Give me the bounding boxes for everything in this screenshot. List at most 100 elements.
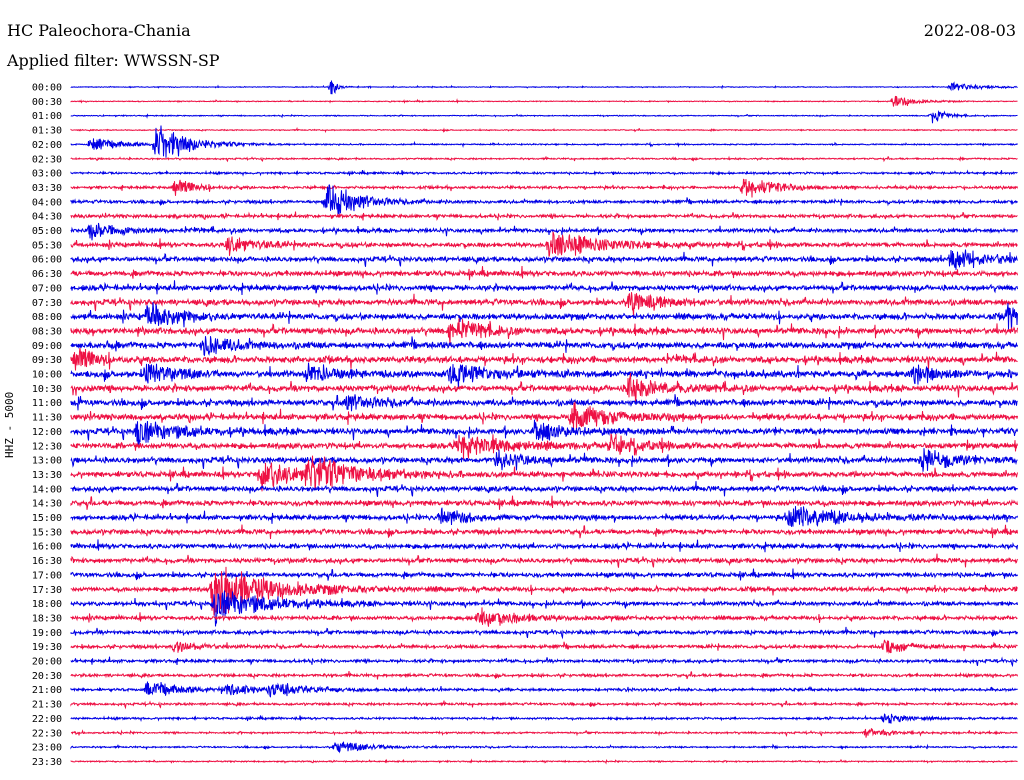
trace-row bbox=[70, 568, 1018, 581]
trace-row bbox=[70, 178, 1018, 198]
row-time-label: 21:00 bbox=[32, 685, 62, 696]
trace-row bbox=[70, 362, 1018, 389]
trace-row bbox=[70, 455, 1018, 492]
row-time-label: 03:00 bbox=[32, 169, 62, 180]
row-time-label: 06:30 bbox=[32, 269, 62, 280]
trace-row bbox=[70, 433, 1018, 460]
row-time-label: 08:30 bbox=[32, 326, 62, 337]
row-time-label: 04:30 bbox=[32, 212, 62, 223]
trace-row bbox=[70, 292, 1018, 317]
date-label: 2022-08-03 bbox=[923, 21, 1016, 40]
trace-row bbox=[70, 280, 1018, 296]
trace-row bbox=[70, 607, 1018, 627]
row-time-label: 18:30 bbox=[32, 613, 62, 624]
row-time-label: 14:00 bbox=[32, 484, 62, 495]
row-time-label: 22:30 bbox=[32, 728, 62, 739]
trace-row bbox=[71, 728, 1018, 738]
row-time-label: 02:30 bbox=[32, 154, 62, 165]
trace-row bbox=[70, 671, 1018, 680]
trace-row bbox=[70, 318, 1018, 346]
row-time-label: 11:30 bbox=[32, 413, 62, 424]
row-time-label: 09:00 bbox=[32, 341, 62, 352]
row-time-label: 15:00 bbox=[32, 513, 62, 524]
trace-row bbox=[70, 80, 1018, 95]
trace-row bbox=[70, 700, 1018, 710]
trace-row bbox=[70, 741, 1018, 754]
trace-row bbox=[70, 169, 1018, 177]
row-time-label: 00:00 bbox=[32, 83, 62, 94]
row-time-label: 16:30 bbox=[32, 556, 62, 567]
trace-row bbox=[70, 506, 1018, 528]
row-time-label: 12:00 bbox=[32, 427, 62, 438]
trace-row bbox=[70, 231, 1018, 257]
row-time-label: 09:30 bbox=[32, 355, 62, 366]
trace-row bbox=[70, 125, 1018, 158]
trace-row bbox=[70, 184, 1018, 217]
trace-row bbox=[70, 524, 1018, 540]
row-time-label: 05:00 bbox=[32, 226, 62, 237]
row-time-label: 13:30 bbox=[32, 470, 62, 481]
trace-row bbox=[70, 211, 1018, 222]
row-time-label: 03:30 bbox=[32, 183, 62, 194]
trace-row bbox=[70, 348, 1018, 371]
row-time-label: 11:00 bbox=[32, 398, 62, 409]
trace-row bbox=[70, 639, 1018, 654]
row-time-label: 08:00 bbox=[32, 312, 62, 323]
row-time-label: 23:30 bbox=[32, 757, 62, 768]
trace-row bbox=[70, 626, 1018, 640]
row-time-label: 13:00 bbox=[32, 456, 62, 467]
trace-row bbox=[70, 109, 1018, 124]
row-time-label: 12:30 bbox=[32, 441, 62, 452]
row-time-label: 10:00 bbox=[32, 370, 62, 381]
trace-row bbox=[70, 590, 1018, 627]
trace-row bbox=[70, 656, 1018, 668]
tick-label-group: 00:00 00:30 01:00 01:30 02:00 02:30 03:00 03:30… bbox=[32, 83, 62, 768]
row-time-label: 10:30 bbox=[32, 384, 62, 395]
trace-row bbox=[70, 448, 1018, 472]
station-title: HC Paleochora-Chania bbox=[7, 21, 191, 40]
trace-row bbox=[70, 394, 1018, 412]
trace-row bbox=[70, 481, 1018, 497]
trace-row bbox=[70, 495, 1018, 510]
row-time-label: 04:00 bbox=[32, 197, 62, 208]
trace-row bbox=[70, 336, 1018, 357]
row-time-label: 07:30 bbox=[32, 298, 62, 309]
row-time-label: 17:30 bbox=[32, 585, 62, 596]
row-time-label: 00:30 bbox=[32, 97, 62, 108]
row-time-label: 20:00 bbox=[32, 657, 62, 668]
trace-row bbox=[70, 681, 1018, 698]
trace-row bbox=[70, 155, 1018, 163]
row-time-label: 14:30 bbox=[32, 499, 62, 510]
trace-row bbox=[70, 713, 1018, 724]
trace-row bbox=[70, 553, 1018, 568]
row-time-label: 17:00 bbox=[32, 570, 62, 581]
trace-row bbox=[70, 222, 1018, 241]
trace-row bbox=[70, 419, 1018, 447]
trace-row bbox=[70, 95, 1018, 107]
trace-row bbox=[70, 126, 1018, 134]
row-time-label: 18:00 bbox=[32, 599, 62, 610]
row-time-label: 19:30 bbox=[32, 642, 62, 653]
trace-group bbox=[70, 80, 1018, 765]
row-time-label: 23:00 bbox=[32, 743, 62, 754]
row-time-label: 02:00 bbox=[32, 140, 62, 151]
trace-row bbox=[70, 373, 1018, 403]
trace-row bbox=[70, 539, 1018, 553]
trace-row bbox=[70, 249, 1018, 270]
row-time-label: 01:00 bbox=[32, 111, 62, 122]
trace-row bbox=[70, 265, 1018, 281]
row-time-label: 15:30 bbox=[32, 527, 62, 538]
row-time-label: 19:00 bbox=[32, 628, 62, 639]
row-time-label: 05:30 bbox=[32, 240, 62, 251]
trace-row bbox=[70, 401, 1018, 431]
filter-label: Applied filter: WWSSN-SP bbox=[7, 51, 220, 70]
row-time-label: 06:00 bbox=[32, 255, 62, 266]
row-time-label: 01:30 bbox=[32, 126, 62, 137]
trace-row bbox=[70, 301, 1018, 332]
row-time-label: 16:00 bbox=[32, 542, 62, 553]
row-time-label: 22:00 bbox=[32, 714, 62, 725]
trace-row bbox=[70, 758, 1018, 765]
row-time-label: 20:30 bbox=[32, 671, 62, 682]
row-time-label: 07:00 bbox=[32, 283, 62, 294]
